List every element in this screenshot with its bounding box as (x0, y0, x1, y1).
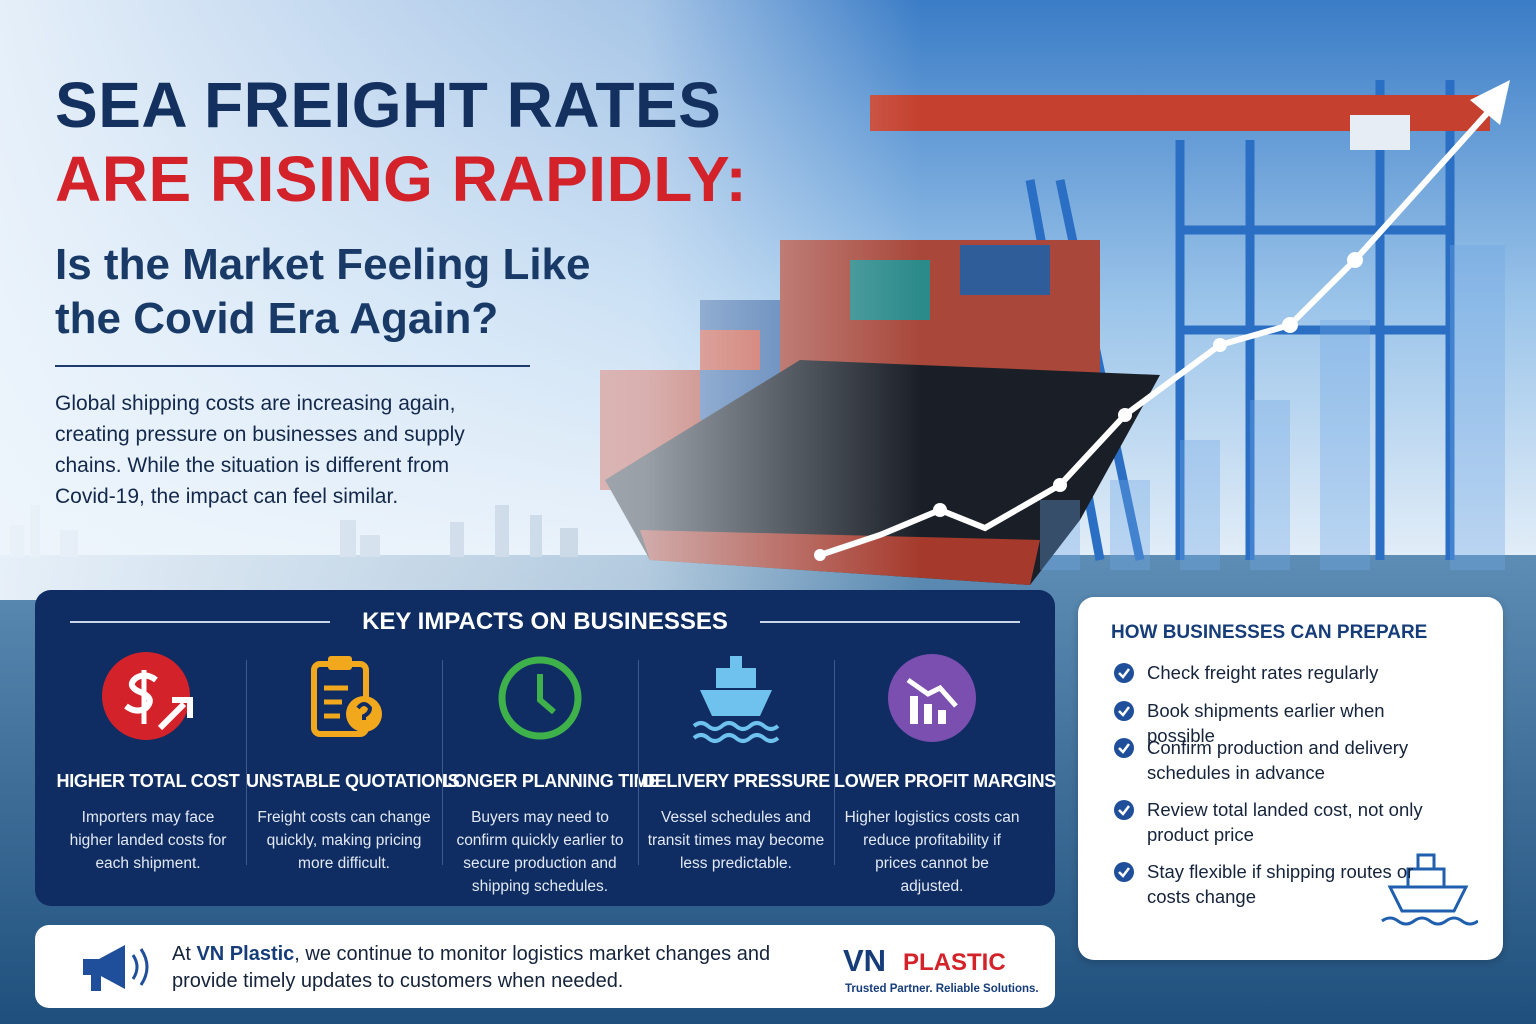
column-separator (638, 660, 639, 865)
prepare-text: Confirm production and delivery schedule… (1147, 737, 1409, 783)
impact-column: LOWER PROFIT MARGINS Higher logistics cos… (834, 650, 1056, 898)
logo-plastic: PLASTIC (903, 949, 1006, 976)
impact-text: Vessel schedules and transit times may b… (647, 809, 825, 872)
logo-vn: VN (843, 943, 887, 978)
prepare-text: Review total landed cost, not only produ… (1147, 799, 1423, 845)
impacts-title: KEY IMPACTS ON BUSINESSES (362, 608, 728, 635)
column-separator (834, 660, 835, 865)
prepare-item: Check freight rates regularly (1113, 660, 1433, 685)
check-icon (1114, 701, 1134, 721)
title-line: ARE RISING RAPIDLY: (55, 143, 748, 215)
impact-title: HIGHER TOTAL COST (56, 771, 240, 791)
impact-text: Buyers may need to confirm quickly earli… (456, 809, 624, 895)
impacts-panel: KEY IMPACTS ON BUSINESSES HIGHER TOTAL C… (35, 590, 1056, 906)
title-rule (70, 621, 330, 623)
title-line: SEA FREIGHT RATES (55, 69, 722, 141)
brand-name: VN Plastic (196, 943, 295, 965)
prepare-text: Stay flexible if shipping routes or cost… (1147, 861, 1414, 907)
prepare-text: Check freight rates regularly (1147, 662, 1379, 683)
prepare-item: Review total landed cost, not only produ… (1113, 797, 1433, 847)
megaphone-icon (83, 945, 149, 991)
impact-icon (102, 652, 193, 740)
message-text: At (172, 943, 191, 965)
impact-text: Freight costs can change quickly, making… (257, 809, 431, 872)
check-icon (1114, 663, 1134, 683)
subtitle-line: the Covid Era Again? (55, 294, 499, 343)
impact-title: UNSTABLE QUOTATIONS (246, 771, 460, 791)
impact-column: HIGHER TOTAL COST Importers may face high… (50, 650, 246, 875)
prepare-title: HOW BUSINESSES CAN PREPARE (1111, 622, 1428, 643)
impact-title: DELIVERY PRESSURE (642, 771, 830, 791)
logo-tagline: Trusted Partner. Reliable Solutions. (845, 983, 1039, 995)
impact-title: LONGER PLANNING TIME (442, 771, 660, 791)
footer-message: At VN Plastic, we continue to monitor lo… (172, 941, 782, 995)
divider (55, 365, 530, 367)
ship-icon (1381, 853, 1478, 926)
intro-text: Global shipping costs are increasing aga… (55, 392, 465, 508)
impact-column: UNSTABLE QUOTATIONS Freight costs can cha… (246, 650, 460, 875)
column-separator (442, 660, 443, 865)
prepare-item: Stay flexible if shipping routes or cost… (1113, 859, 1433, 909)
impact-title: LOWER PROFIT MARGINS (834, 771, 1056, 791)
prepare-text: Book shipments earlier when possible (1147, 700, 1385, 746)
impact-icon (692, 656, 780, 743)
check-icon (1114, 862, 1134, 882)
check-icon (1114, 738, 1134, 758)
footer-banner: At VN Plastic, we continue to monitor lo… (35, 925, 1055, 1008)
subtitle-line: Is the Market Feeling Like (55, 240, 591, 289)
column-separator (246, 660, 247, 865)
check-icon (1114, 800, 1134, 820)
message-text: , we continue to monitor logistics marke… (172, 943, 771, 992)
impact-text: Importers may face higher landed costs f… (69, 809, 227, 872)
impact-column: LONGER PLANNING TIME Buyers may need to c… (442, 650, 660, 898)
impact-icon (498, 656, 582, 740)
impact-column: DELIVERY PRESSURE Vessel schedules and tr… (638, 650, 834, 875)
prepare-item: Book shipments earlier when possible (1113, 698, 1433, 748)
title-rule (760, 621, 1020, 623)
impact-text: Higher logistics costs can reduce profit… (844, 809, 1020, 895)
prepare-panel: HOW BUSINESSES CAN PREPARE Check freight… (1078, 597, 1503, 960)
impact-icon (311, 656, 382, 737)
impact-icon (888, 654, 976, 742)
prepare-item: Confirm production and delivery schedule… (1113, 735, 1433, 785)
